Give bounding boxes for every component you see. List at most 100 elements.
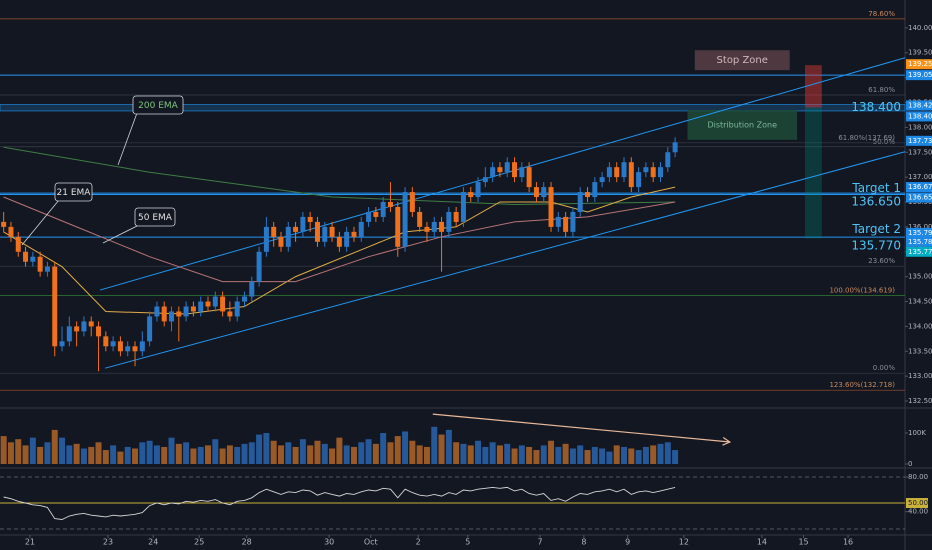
candle-body bbox=[409, 192, 415, 212]
volume-bar bbox=[642, 446, 649, 465]
candle-body bbox=[278, 236, 284, 247]
volume-bar bbox=[102, 450, 109, 465]
volume-trend bbox=[432, 413, 730, 443]
candle-body bbox=[66, 326, 72, 342]
volume-bar bbox=[555, 446, 562, 465]
candle-body bbox=[628, 162, 634, 188]
price-label-bg bbox=[906, 100, 932, 111]
candle-body bbox=[88, 321, 94, 327]
candle-body bbox=[161, 306, 167, 322]
volume-bar bbox=[635, 450, 642, 465]
volume-bar bbox=[175, 443, 182, 465]
candle-body bbox=[373, 211, 379, 217]
candle-body bbox=[358, 221, 364, 237]
price-label: 135.788 bbox=[908, 238, 932, 246]
candle-body bbox=[344, 231, 350, 247]
candle-body bbox=[169, 311, 175, 322]
volume-bar bbox=[628, 448, 635, 465]
volume-bar bbox=[197, 446, 204, 465]
rsi-line bbox=[3, 486, 676, 520]
volume-bar bbox=[307, 445, 314, 465]
volume-bar bbox=[205, 445, 212, 465]
volume-bar bbox=[80, 448, 87, 465]
x-tick-label: 21 bbox=[25, 538, 35, 547]
candle-body bbox=[585, 192, 591, 198]
candle-body bbox=[665, 152, 671, 168]
y-tick-label: 138.000 bbox=[908, 123, 932, 131]
volume-bar bbox=[343, 445, 350, 465]
volume-bar bbox=[132, 448, 139, 465]
annotation: 138.400 bbox=[851, 100, 901, 114]
volume-bar bbox=[562, 443, 569, 465]
fib-label: 61.80% bbox=[868, 86, 895, 94]
candle-body bbox=[15, 236, 21, 252]
volume-bar bbox=[584, 450, 591, 465]
volume-bar bbox=[650, 445, 657, 465]
y-tick-label: 137.500 bbox=[908, 148, 932, 156]
callout-label: 200 EMA bbox=[138, 101, 178, 111]
y-tick-label: 136.000 bbox=[908, 223, 932, 231]
callout-box bbox=[134, 207, 176, 227]
candle-body bbox=[563, 216, 569, 232]
candle-body bbox=[8, 226, 14, 237]
candle-body bbox=[117, 341, 123, 352]
volume-bar bbox=[526, 446, 533, 465]
candle-body bbox=[533, 187, 539, 198]
volume-bar bbox=[117, 451, 124, 465]
price-label: 135.793 bbox=[908, 229, 932, 237]
volume-bar bbox=[599, 448, 606, 465]
y-tick-label: 134.500 bbox=[908, 298, 932, 306]
price-label-bg bbox=[906, 236, 932, 247]
candle-body bbox=[672, 142, 678, 153]
volume-bar bbox=[445, 429, 452, 465]
volume-bar bbox=[365, 439, 372, 465]
x-tick-label: 23 bbox=[103, 538, 113, 547]
candle-body bbox=[227, 311, 233, 317]
candle-body bbox=[139, 341, 145, 352]
y-tick-label: 137.000 bbox=[908, 173, 932, 181]
fib-label: 0.00% bbox=[873, 364, 896, 372]
volume-bar bbox=[569, 448, 576, 465]
candle-body bbox=[125, 346, 131, 352]
price-label-bg bbox=[906, 111, 932, 122]
x-tick-label: 7 bbox=[538, 538, 543, 547]
volume-bar bbox=[226, 445, 233, 465]
candle-body bbox=[643, 167, 649, 173]
channel-line bbox=[99, 57, 906, 291]
volume-bar bbox=[285, 442, 292, 465]
price-label: 139.250 bbox=[908, 60, 932, 68]
volume-bar bbox=[146, 440, 153, 465]
volume-bar bbox=[59, 437, 66, 465]
volume-bar bbox=[423, 446, 430, 465]
candle-body bbox=[599, 177, 605, 183]
x-tick-label: 24 bbox=[148, 538, 158, 547]
candle-body bbox=[52, 266, 58, 347]
candle-body bbox=[592, 182, 598, 198]
volume-bar bbox=[329, 448, 336, 465]
candle-body bbox=[431, 221, 437, 232]
volume-bar bbox=[489, 442, 496, 465]
volume-bar bbox=[51, 429, 58, 465]
candle-body bbox=[541, 187, 547, 198]
candle-body bbox=[285, 226, 291, 247]
price-label-bg bbox=[906, 70, 932, 81]
candle-body bbox=[621, 162, 627, 178]
candle-body bbox=[329, 226, 335, 237]
volume-bar bbox=[168, 437, 175, 465]
price-label: 136.678 bbox=[908, 183, 932, 191]
volume-bar bbox=[548, 440, 555, 465]
price-label-bg bbox=[906, 59, 932, 70]
candle-body bbox=[110, 341, 116, 347]
x-tick-label: 9 bbox=[625, 538, 630, 547]
volume-bar bbox=[270, 440, 277, 465]
candle-body bbox=[190, 306, 196, 312]
level-band bbox=[0, 104, 906, 112]
volume-bar bbox=[15, 439, 22, 465]
rsi-tick-label: 50.00 bbox=[908, 499, 928, 507]
volume-bar bbox=[533, 450, 540, 465]
fib-label: 23.60% bbox=[868, 257, 895, 265]
candle-body bbox=[241, 296, 247, 302]
candle-body bbox=[234, 301, 240, 317]
candle-body bbox=[636, 172, 642, 188]
